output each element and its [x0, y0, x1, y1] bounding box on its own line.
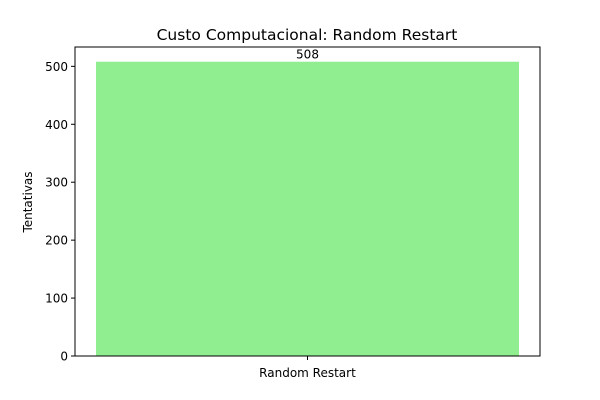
y-tick-label: 200 [45, 234, 68, 248]
plot-frame [74, 46, 541, 357]
y-tick-label: 500 [45, 60, 68, 74]
plot-area: 508 Random Restart 0 100 200 300 400 500 [45, 46, 541, 380]
chart-title: Custo Computacional: Random Restart [157, 26, 458, 44]
x-tick-label: Random Restart [259, 366, 356, 380]
bar-value-label: 508 [296, 48, 319, 62]
y-tick-label: 400 [45, 118, 68, 132]
bar [96, 61, 519, 356]
y-tick-label: 100 [45, 292, 68, 306]
y-axis-label: Tentativas [21, 171, 35, 233]
y-tick-label: 300 [45, 176, 68, 190]
y-tick-label: 0 [60, 350, 68, 364]
